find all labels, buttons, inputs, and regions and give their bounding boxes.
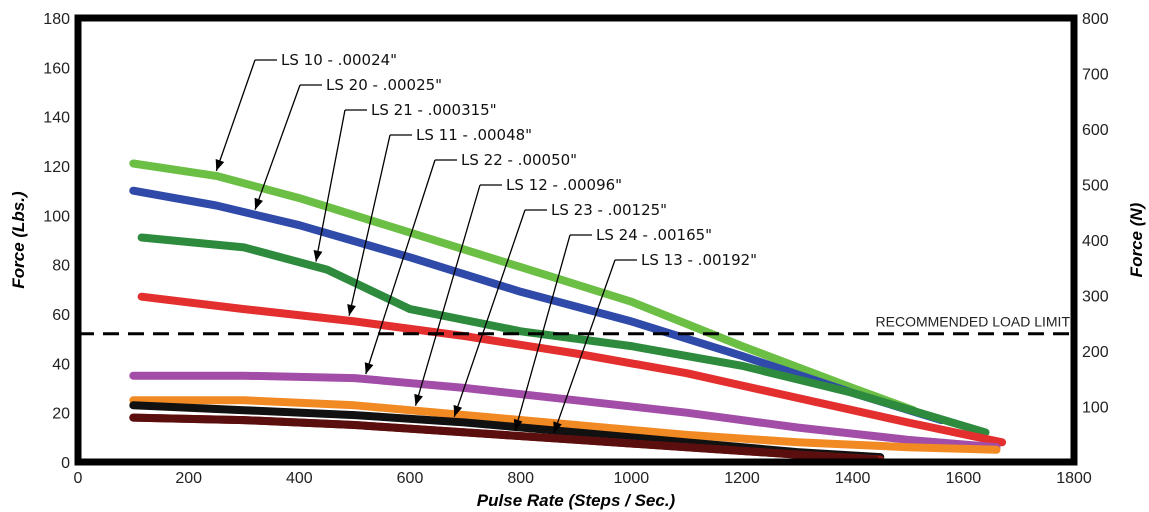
callout-arrowhead-ls-20-00025: [254, 197, 263, 210]
y-tick-label: 100: [43, 208, 70, 225]
x-tick-label: 600: [397, 470, 424, 487]
x-tick-label: 400: [286, 470, 313, 487]
y-axis-title: Force (Lbs.): [9, 191, 28, 289]
callouts-group: LS 10 - .00024" LS 20 - .00025" LS 21 - .0…: [215, 51, 757, 434]
y2-axis-title: Force (N): [1127, 202, 1146, 277]
x-tick-label: 0: [74, 470, 83, 487]
callout-arrowhead-ls-11-00048: [347, 304, 356, 316]
y2-tick-label: 100: [1082, 400, 1109, 417]
callout-pointer-ls-22-00050: [365, 159, 436, 375]
callout-label-ls-21-000315: LS 21 - .000315": [371, 101, 497, 119]
y-tick-label: 40: [52, 356, 70, 373]
x-axis-title: Pulse Rate (Steps / Sec.): [477, 491, 676, 510]
y-tick-label: 180: [43, 11, 70, 28]
callout-pointer-ls-11-00048: [348, 134, 391, 316]
y-tick-label: 80: [52, 258, 70, 275]
x-tick-label: 800: [507, 470, 534, 487]
callout-label-ls-10-00024: LS 10 - .00024": [281, 51, 397, 69]
x-tick-label: 200: [175, 470, 202, 487]
plot-frame: [74, 14, 1078, 466]
series-line-ls-10-00024: [129, 159, 918, 415]
callout-label-ls-11-00048: LS 11 - .00048": [416, 126, 532, 144]
callout-arrowhead-ls-21-000315: [313, 250, 323, 262]
callout-pointer-ls-23-00125: [453, 209, 526, 418]
y2-tick-label: 300: [1082, 289, 1109, 306]
callout-pointer-ls-12-00096: [414, 184, 481, 406]
callout-pointer-ls-10-00024: [215, 59, 256, 172]
recommended-load-limit-label: RECOMMENDED LOAD LIMIT: [876, 314, 1071, 330]
y2-tick-label: 800: [1082, 11, 1109, 28]
tick-labels: 0 200 400 600 800 1000 1200 1400 1600 1800 0 20 40 60…: [43, 11, 1109, 487]
y-tick-label: 20: [52, 406, 70, 423]
y2-tick-label: 600: [1082, 122, 1109, 139]
x-tick-label: 1600: [946, 470, 982, 487]
callout-pointer-ls-13-00192: [553, 259, 616, 434]
callout-pointer-ls-24-00165: [514, 234, 571, 431]
x-tick-label: 1400: [835, 470, 871, 487]
y-tick-label: 120: [43, 159, 70, 176]
y2-tick-label: 500: [1082, 178, 1109, 195]
y-tick-label: 160: [43, 60, 70, 77]
callout-label-ls-20-00025: LS 20 - .00025": [326, 76, 442, 94]
callout-pointer-ls-20-00025: [254, 84, 301, 210]
y2-tick-label: 700: [1082, 67, 1109, 84]
y-tick-label: 140: [43, 110, 70, 127]
series-line-ls-21-000315: [137, 233, 990, 437]
callout-arrowhead-ls-13-00192: [553, 421, 562, 434]
reference-line-group: RECOMMENDED LOAD LIMIT: [78, 314, 1074, 336]
y2-tick-label: 400: [1082, 233, 1109, 250]
x-tick-label: 1200: [724, 470, 760, 487]
callout-label-ls-13-00192: LS 13 - .00192": [641, 251, 757, 269]
series-line-ls-11-00048: [137, 292, 1007, 447]
series-line-ls-13-00192: [129, 413, 879, 464]
callout-label-ls-23-00125: LS 23 - .00125": [551, 201, 667, 219]
y-tick-label: 60: [52, 307, 70, 324]
callout-label-ls-12-00096: LS 12 - .00096": [506, 176, 622, 194]
x-tick-label: 1000: [614, 470, 650, 487]
series-line-ls-22-00050: [129, 371, 1001, 452]
callout-arrowhead-ls-12-00096: [414, 393, 423, 406]
callout-arrowhead-ls-23-00125: [453, 404, 463, 417]
x-tick-label: 1800: [1056, 470, 1092, 487]
callout-arrowhead-ls-10-00024: [215, 159, 225, 171]
y2-tick-label: 200: [1082, 344, 1109, 361]
callout-pointer-ls-21-000315: [315, 109, 346, 262]
callout-arrowhead-ls-24-00165: [513, 418, 523, 431]
series-lines: [129, 159, 1007, 464]
callout-label-ls-22-00050: LS 22 - .00050": [461, 151, 577, 169]
series-line-ls-12-00096: [129, 396, 1001, 454]
y-tick-label: 0: [61, 455, 70, 472]
callout-arrowhead-ls-22-00050: [364, 362, 374, 375]
callout-label-ls-24-00165: LS 24 - .00165": [596, 226, 712, 244]
